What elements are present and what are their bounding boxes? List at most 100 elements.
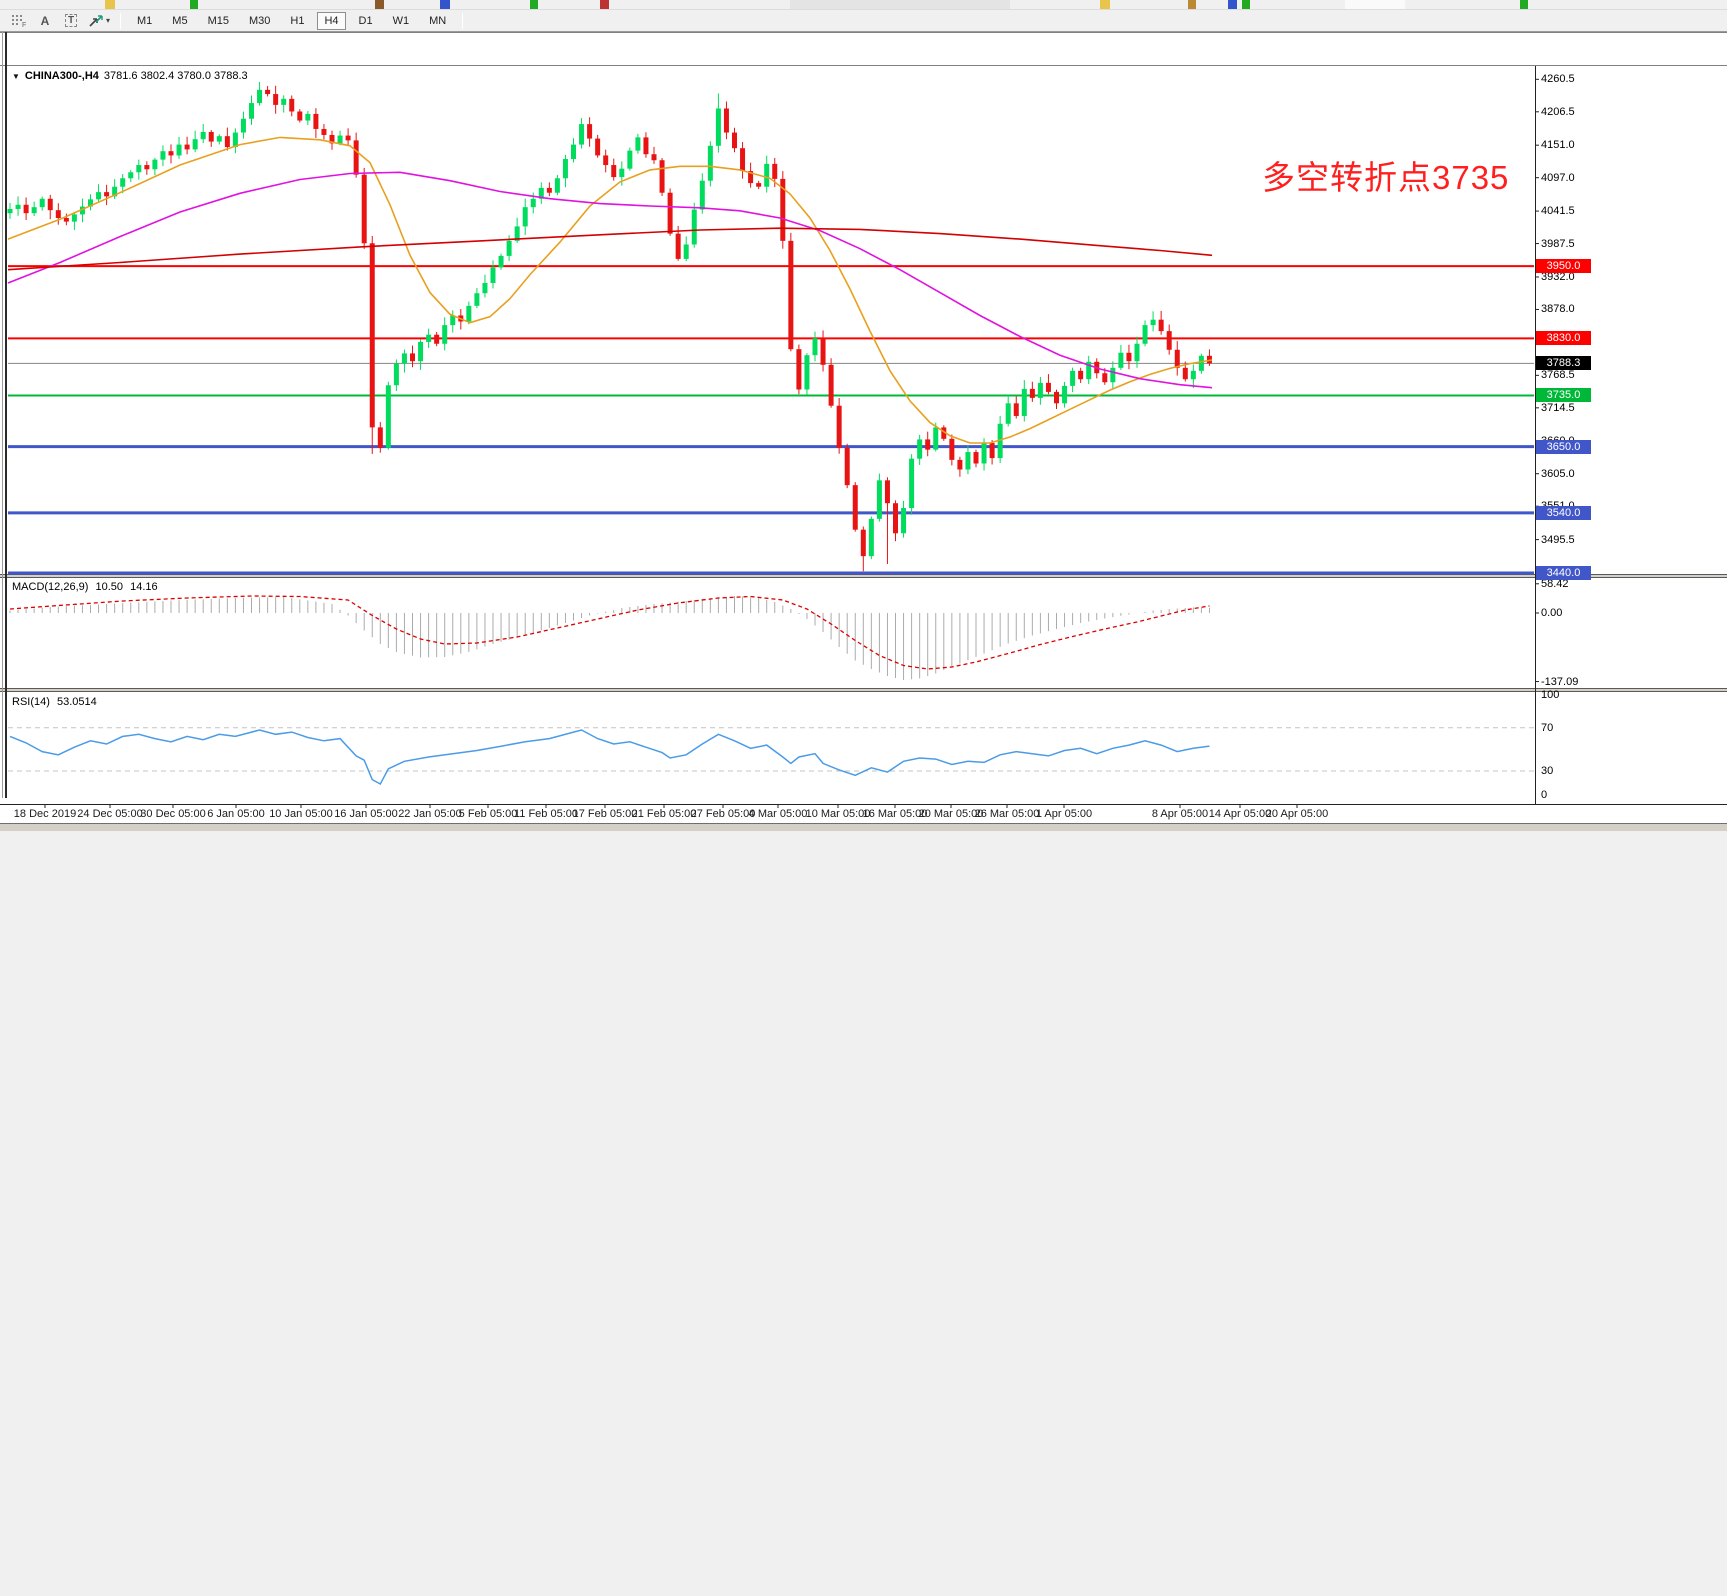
letter-t-icon: T [64,14,78,27]
level-badge-3540.0: 3540.0 [1536,505,1591,520]
time-tick-label: 22 Jan 05:00 [398,808,462,820]
grid-f-icon: F [12,14,26,28]
axis-tick-label: 30 [1541,765,1554,777]
time-tick-label: 17 Feb 05:00 [572,808,638,820]
price-tick-label: 3878.0 [1541,303,1575,316]
time-tick-label: 18 Dec 2019 [13,808,77,820]
toolbar-separator [462,12,464,29]
timeframe-button-H1[interactable]: H1 [290,14,305,27]
svg-text:F: F [22,22,26,28]
rsi-indicator-label: RSI(14) 53.0514 [12,696,97,708]
axis-tick-label: 0 [1541,789,1548,801]
clipped-icon [530,0,538,9]
window-left-border [5,32,7,798]
timeframe-button-M5[interactable]: M5 [172,14,188,27]
symbol-name: CHINA300-,H4 [24,70,99,82]
clipped-icon [600,0,609,9]
moving-average-ma_slow [7,227,1213,271]
chevron-down-icon: ▾ [106,16,111,25]
time-tick-label: 8 Apr 05:00 [1151,808,1209,820]
axis-tick-label: 70 [1541,721,1554,734]
time-tick-label: 26 Mar 05:00 [974,808,1040,820]
price-tick-label: 3495.5 [1541,533,1575,546]
moving-average-ma_mid [7,171,1213,389]
clipped-icon [105,0,115,9]
time-tick-label: 30 Dec 05:00 [140,808,206,820]
clipped-icon [1188,0,1196,9]
clipped-icon [190,0,198,9]
timeframe-group: M1 M5 M15 M30 H1 H4 D1 W1 MN [127,11,456,30]
clipped-icon [1520,0,1528,9]
price-tick-label: 4151.0 [1541,139,1575,152]
timeframe-button-M15[interactable]: M15 [207,14,229,27]
time-tick-label: 16 Jan 05:00 [334,808,398,820]
pivot-point-annotation: 多空转折点3735 [1262,159,1510,196]
axis-tick-label: 58.42 [1541,577,1569,590]
price-tick-label: 4206.5 [1541,105,1575,118]
ma_mid-line [7,171,1213,389]
axis-tick-label: 100 [1541,689,1560,702]
dropdown-triangle-icon[interactable]: ▼ [12,71,20,81]
clipped-icon [1228,0,1237,9]
window-left-border [2,32,3,798]
text-label-tool-button[interactable]: A [35,12,55,30]
clipped-icon [1345,0,1405,9]
clipped-toolbar-strip [0,0,1727,10]
price-tick-label: 3932.0 [1541,270,1575,283]
ma_slow-line [7,227,1213,271]
level-badge-3440.0: 3440.0 [1536,566,1591,580]
time-tick-label: 14 Apr 05:00 [1208,808,1272,820]
price-tick-label: 3987.5 [1541,237,1575,250]
time-tick-label: 11 Feb 05:00 [513,808,579,820]
rsi-line [9,729,1210,786]
current-price-badge: 3788.3 [1536,356,1591,371]
time-tick-label: 5 Feb 05:00 [458,808,518,820]
clipped-icon [440,0,450,9]
timeframe-button-M30[interactable]: M30 [248,14,271,27]
support-resistance-lines[interactable] [8,265,1534,575]
price-tick-label: 4260.5 [1541,73,1575,86]
level-badge-3830.0: 3830.0 [1536,331,1591,346]
level-badge-3735.0: 3735.0 [1536,388,1591,403]
axis-tick-label: -137.09 [1541,675,1579,688]
macd-signal-line [9,595,1210,670]
clipped-icon [790,0,1010,9]
level-badge-3650.0: 3650.0 [1536,439,1591,454]
toolbar-separator [120,12,122,29]
double-arrow-icon [89,14,103,27]
axis-tick-label: 0.00 [1541,607,1563,619]
level-badge-3950.0: 3950.0 [1536,259,1591,274]
macd-indicator-label: MACD(12,26,9) 10.50 14.16 [12,581,158,593]
text-tool-button[interactable]: T [61,12,81,30]
clipped-icon [1100,0,1110,9]
macd-pane [9,595,1210,680]
ohlc-values: 3781.6 3802.4 3780.0 3788.3 [103,70,248,82]
timeframe-button-H4[interactable]: H4 [317,11,346,30]
time-tick-label: 10 Jan 05:00 [269,808,333,820]
price-tick-label: 3605.0 [1541,467,1575,480]
clipped-icon [1242,0,1250,9]
time-tick-label: 10 Mar 05:00 [805,808,871,820]
price-tick-label: 3714.5 [1541,401,1575,414]
timeframe-button-MN[interactable]: MN [429,14,447,27]
timeframe-button-D1[interactable]: D1 [358,14,373,27]
price-tick-label: 4041.5 [1541,205,1575,218]
time-tick-label: 27 Feb 05:00 [690,808,756,820]
candlesticks [7,82,1212,572]
crosshair-grid-icon[interactable]: F [9,12,29,30]
window-bottom-edge [0,823,1727,831]
chart-window: ▼ CHINA300-,H4 3781.6 3802.4 3780.0 3788… [0,32,1727,831]
timeframe-button-M1[interactable]: M1 [137,14,153,27]
arrows-tool-button[interactable]: ▾ [87,12,111,30]
main-toolbar: F A T ▾ M1 M5 M15 M30 H1 H4 D1 W1 MN [0,10,1727,32]
letter-a-icon: A [40,13,50,28]
time-tick-label: 4 Mar 05:00 [748,808,808,820]
price-tick-label: 3768.5 [1541,369,1575,382]
time-tick-label: 1 Apr 05:00 [1035,808,1093,820]
timeframe-button-W1[interactable]: W1 [392,14,410,27]
time-tick-label: 6 Jan 05:00 [207,808,265,820]
chart-title: ▼ CHINA300-,H4 3781.6 3802.4 3780.0 3788… [12,70,248,82]
moving-average-ma_fast [7,136,1213,444]
ma_fast-line [7,136,1213,444]
rsi-pane [8,727,1534,786]
